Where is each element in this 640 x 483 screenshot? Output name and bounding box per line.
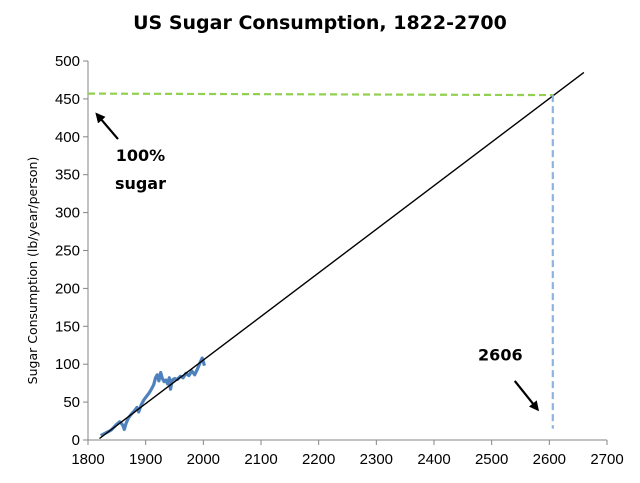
x-tick-label: 2100 xyxy=(244,451,277,468)
annotation-arrow xyxy=(95,112,119,140)
axes: 0 50 100 150 200 250 300 350 400 450 500 1800 1900 20… xyxy=(55,53,624,468)
x-tick-label: 1900 xyxy=(129,451,162,468)
trend-line xyxy=(99,71,585,440)
y-tick-label: 400 xyxy=(55,129,80,146)
annotation-text: 100% xyxy=(116,146,165,165)
x-tick-label: 2200 xyxy=(302,451,335,468)
annotation-text: 2606 xyxy=(478,345,523,364)
y-tick-label: 300 xyxy=(55,205,80,222)
x-tick-label: 2500 xyxy=(475,451,508,468)
y-tick-label: 100 xyxy=(55,356,80,373)
y-tick-label: 500 xyxy=(55,53,80,70)
y-axis-label: Sugar Consumption (lb/year/person) xyxy=(25,157,40,385)
x-tick-label: 2000 xyxy=(187,451,220,468)
annotation-arrow xyxy=(513,380,540,412)
consumption-data-line xyxy=(99,356,207,437)
annotation-text: sugar xyxy=(115,174,166,193)
y-tick-label: 150 xyxy=(55,318,80,335)
annotations: 100% sugar 2606 xyxy=(95,112,540,412)
y-tick-label: 350 xyxy=(55,167,80,184)
x-tick-label: 2400 xyxy=(417,451,450,468)
x-tick-label: 2700 xyxy=(590,451,623,468)
x-tick-label: 2600 xyxy=(533,451,566,468)
y-tick-label: 0 xyxy=(72,432,80,449)
y-tick-label: 50 xyxy=(63,394,80,411)
y-tick-label: 450 xyxy=(55,91,80,108)
chart-title: US Sugar Consumption, 1822-2700 xyxy=(133,12,507,34)
y-tick-label: 250 xyxy=(55,243,80,260)
y-tick-label: 200 xyxy=(55,280,80,297)
plot-area xyxy=(87,71,585,440)
sugar-level-dashed-line xyxy=(87,92,553,97)
x-tick-label: 1800 xyxy=(71,451,104,468)
x-tick-label: 2300 xyxy=(360,451,393,468)
